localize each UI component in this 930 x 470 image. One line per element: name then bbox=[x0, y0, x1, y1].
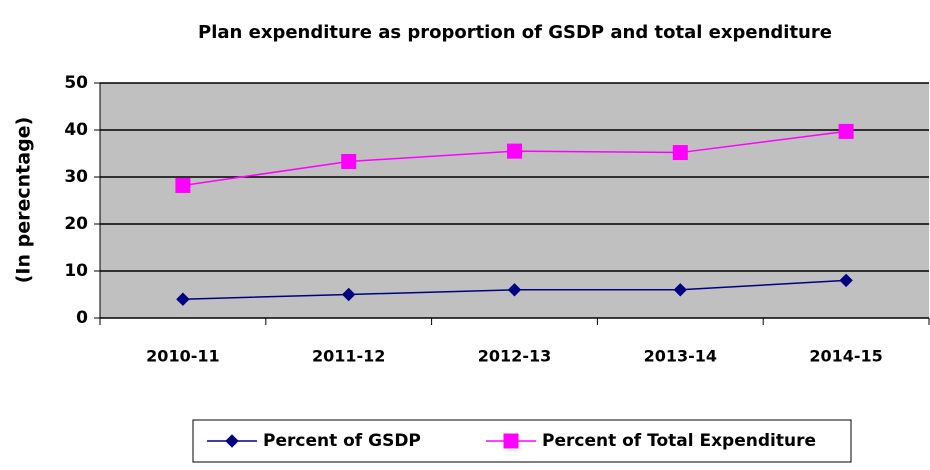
legend-marker bbox=[503, 433, 519, 449]
legend-label: Percent of Total Expenditure bbox=[542, 431, 816, 451]
data-point bbox=[507, 283, 522, 297]
y-axis-label: (In perecntage) bbox=[13, 117, 35, 284]
data-point bbox=[341, 287, 356, 302]
y-tick-label: 30 bbox=[64, 167, 88, 187]
y-tick-label: 50 bbox=[64, 73, 88, 93]
data-point bbox=[838, 123, 854, 139]
plot-area bbox=[100, 83, 929, 318]
x-tick-label: 2012-13 bbox=[478, 347, 551, 366]
y-tick-label: 0 bbox=[76, 308, 88, 328]
y-tick-label: 20 bbox=[64, 214, 88, 234]
legend-label: Percent of GSDP bbox=[263, 431, 421, 451]
x-tick-label: 2014-15 bbox=[809, 347, 882, 366]
y-tick-label: 10 bbox=[64, 261, 88, 281]
data-point bbox=[507, 143, 522, 159]
legend-marker bbox=[225, 434, 239, 448]
data-point bbox=[175, 177, 191, 193]
data-point bbox=[673, 283, 688, 297]
x-tick-label: 2011-12 bbox=[312, 347, 385, 366]
x-tick-label: 2013-14 bbox=[644, 347, 717, 366]
chart-title: Plan expenditure as proportion of GSDP a… bbox=[198, 22, 832, 43]
x-tick-label: 2010-11 bbox=[146, 347, 219, 366]
data-point bbox=[672, 145, 688, 161]
data-point bbox=[341, 153, 357, 169]
data-point bbox=[176, 292, 190, 306]
data-point bbox=[839, 273, 853, 288]
y-tick-label: 40 bbox=[64, 120, 88, 140]
